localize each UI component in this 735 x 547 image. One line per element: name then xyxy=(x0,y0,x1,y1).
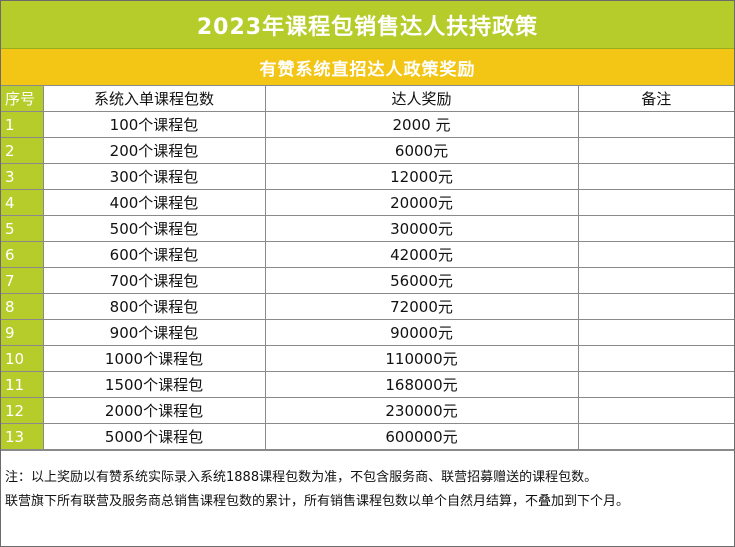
row-index: 5 xyxy=(1,215,44,242)
row-note xyxy=(577,189,734,216)
row-index: 3 xyxy=(1,163,44,190)
row-index: 11 xyxy=(1,371,44,398)
row-reward: 600000元 xyxy=(264,423,579,450)
row-note xyxy=(577,423,734,450)
row-note xyxy=(577,215,734,242)
row-index: 2 xyxy=(1,137,44,164)
row-reward: 42000元 xyxy=(264,241,579,268)
row-index: 9 xyxy=(1,319,44,346)
row-note xyxy=(577,293,734,320)
reward-table: 序号 系统入单课程包数 达人奖励 备注 1 100个课程包 2000 元 2 2… xyxy=(1,86,734,450)
row-course-count: 5000个课程包 xyxy=(42,423,266,450)
header-reward: 达人奖励 xyxy=(264,86,579,112)
row-index: 7 xyxy=(1,267,44,294)
row-course-count: 400个课程包 xyxy=(42,189,266,216)
row-reward: 56000元 xyxy=(264,267,579,294)
row-course-count: 900个课程包 xyxy=(42,319,266,346)
row-reward: 230000元 xyxy=(264,397,579,424)
table-row: 1 100个课程包 2000 元 xyxy=(1,111,734,138)
row-course-count: 1000个课程包 xyxy=(42,345,266,372)
row-course-count: 500个课程包 xyxy=(42,215,266,242)
table-row: 12 2000个课程包 230000元 xyxy=(1,397,734,424)
footer-note-line-1: 注：以上奖励以有赞系统实际录入系统1888课程包数为准，不包含服务商、联营招募赠… xyxy=(5,470,598,485)
row-course-count: 800个课程包 xyxy=(42,293,266,320)
row-course-count: 2000个课程包 xyxy=(42,397,266,424)
row-course-count: 200个课程包 xyxy=(42,137,266,164)
row-course-count: 300个课程包 xyxy=(42,163,266,190)
table-row: 9 900个课程包 90000元 xyxy=(1,319,734,346)
row-course-count: 600个课程包 xyxy=(42,241,266,268)
header-course-count: 系统入单课程包数 xyxy=(42,86,266,112)
row-reward: 30000元 xyxy=(264,215,579,242)
row-note xyxy=(577,241,734,268)
row-note xyxy=(577,111,734,138)
row-reward: 12000元 xyxy=(264,163,579,190)
row-note xyxy=(577,137,734,164)
row-reward: 20000元 xyxy=(264,189,579,216)
row-note xyxy=(577,163,734,190)
table-row: 13 5000个课程包 600000元 xyxy=(1,423,734,450)
table-row: 5 500个课程包 30000元 xyxy=(1,215,734,242)
row-index: 1 xyxy=(1,111,44,138)
table-row: 7 700个课程包 56000元 xyxy=(1,267,734,294)
row-index: 4 xyxy=(1,189,44,216)
table-row: 11 1500个课程包 168000元 xyxy=(1,371,734,398)
row-course-count: 100个课程包 xyxy=(42,111,266,138)
footer-note-line-2: 联营旗下所有联营及服务商总销售课程包数的累计，所有销售课程包数以单个自然月结算，… xyxy=(5,494,630,509)
table-row: 3 300个课程包 12000元 xyxy=(1,163,734,190)
section-subtitle: 有赞系统直招达人政策奖励 xyxy=(1,49,734,86)
row-index: 10 xyxy=(1,345,44,372)
table-row: 2 200个课程包 6000元 xyxy=(1,137,734,164)
footer-notes: 注：以上奖励以有赞系统实际录入系统1888课程包数为准，不包含服务商、联营招募赠… xyxy=(1,450,734,534)
row-index: 12 xyxy=(1,397,44,424)
table-row: 8 800个课程包 72000元 xyxy=(1,293,734,320)
page-title: 2023年课程包销售达人扶持政策 xyxy=(1,1,734,49)
row-index: 6 xyxy=(1,241,44,268)
row-reward: 6000元 xyxy=(264,137,579,164)
row-course-count: 1500个课程包 xyxy=(42,371,266,398)
row-note xyxy=(577,397,734,424)
table-header-row: 序号 系统入单课程包数 达人奖励 备注 xyxy=(1,86,734,112)
row-reward: 110000元 xyxy=(264,345,579,372)
table-row: 6 600个课程包 42000元 xyxy=(1,241,734,268)
row-note xyxy=(577,371,734,398)
row-reward: 2000 元 xyxy=(264,111,579,138)
row-reward: 168000元 xyxy=(264,371,579,398)
row-note xyxy=(577,345,734,372)
header-index: 序号 xyxy=(1,86,44,112)
row-index: 8 xyxy=(1,293,44,320)
table-row: 10 1000个课程包 110000元 xyxy=(1,345,734,372)
header-note: 备注 xyxy=(577,86,734,112)
row-index: 13 xyxy=(1,423,44,450)
row-note xyxy=(577,267,734,294)
row-reward: 90000元 xyxy=(264,319,579,346)
table-row: 4 400个课程包 20000元 xyxy=(1,189,734,216)
row-reward: 72000元 xyxy=(264,293,579,320)
row-course-count: 700个课程包 xyxy=(42,267,266,294)
row-note xyxy=(577,319,734,346)
